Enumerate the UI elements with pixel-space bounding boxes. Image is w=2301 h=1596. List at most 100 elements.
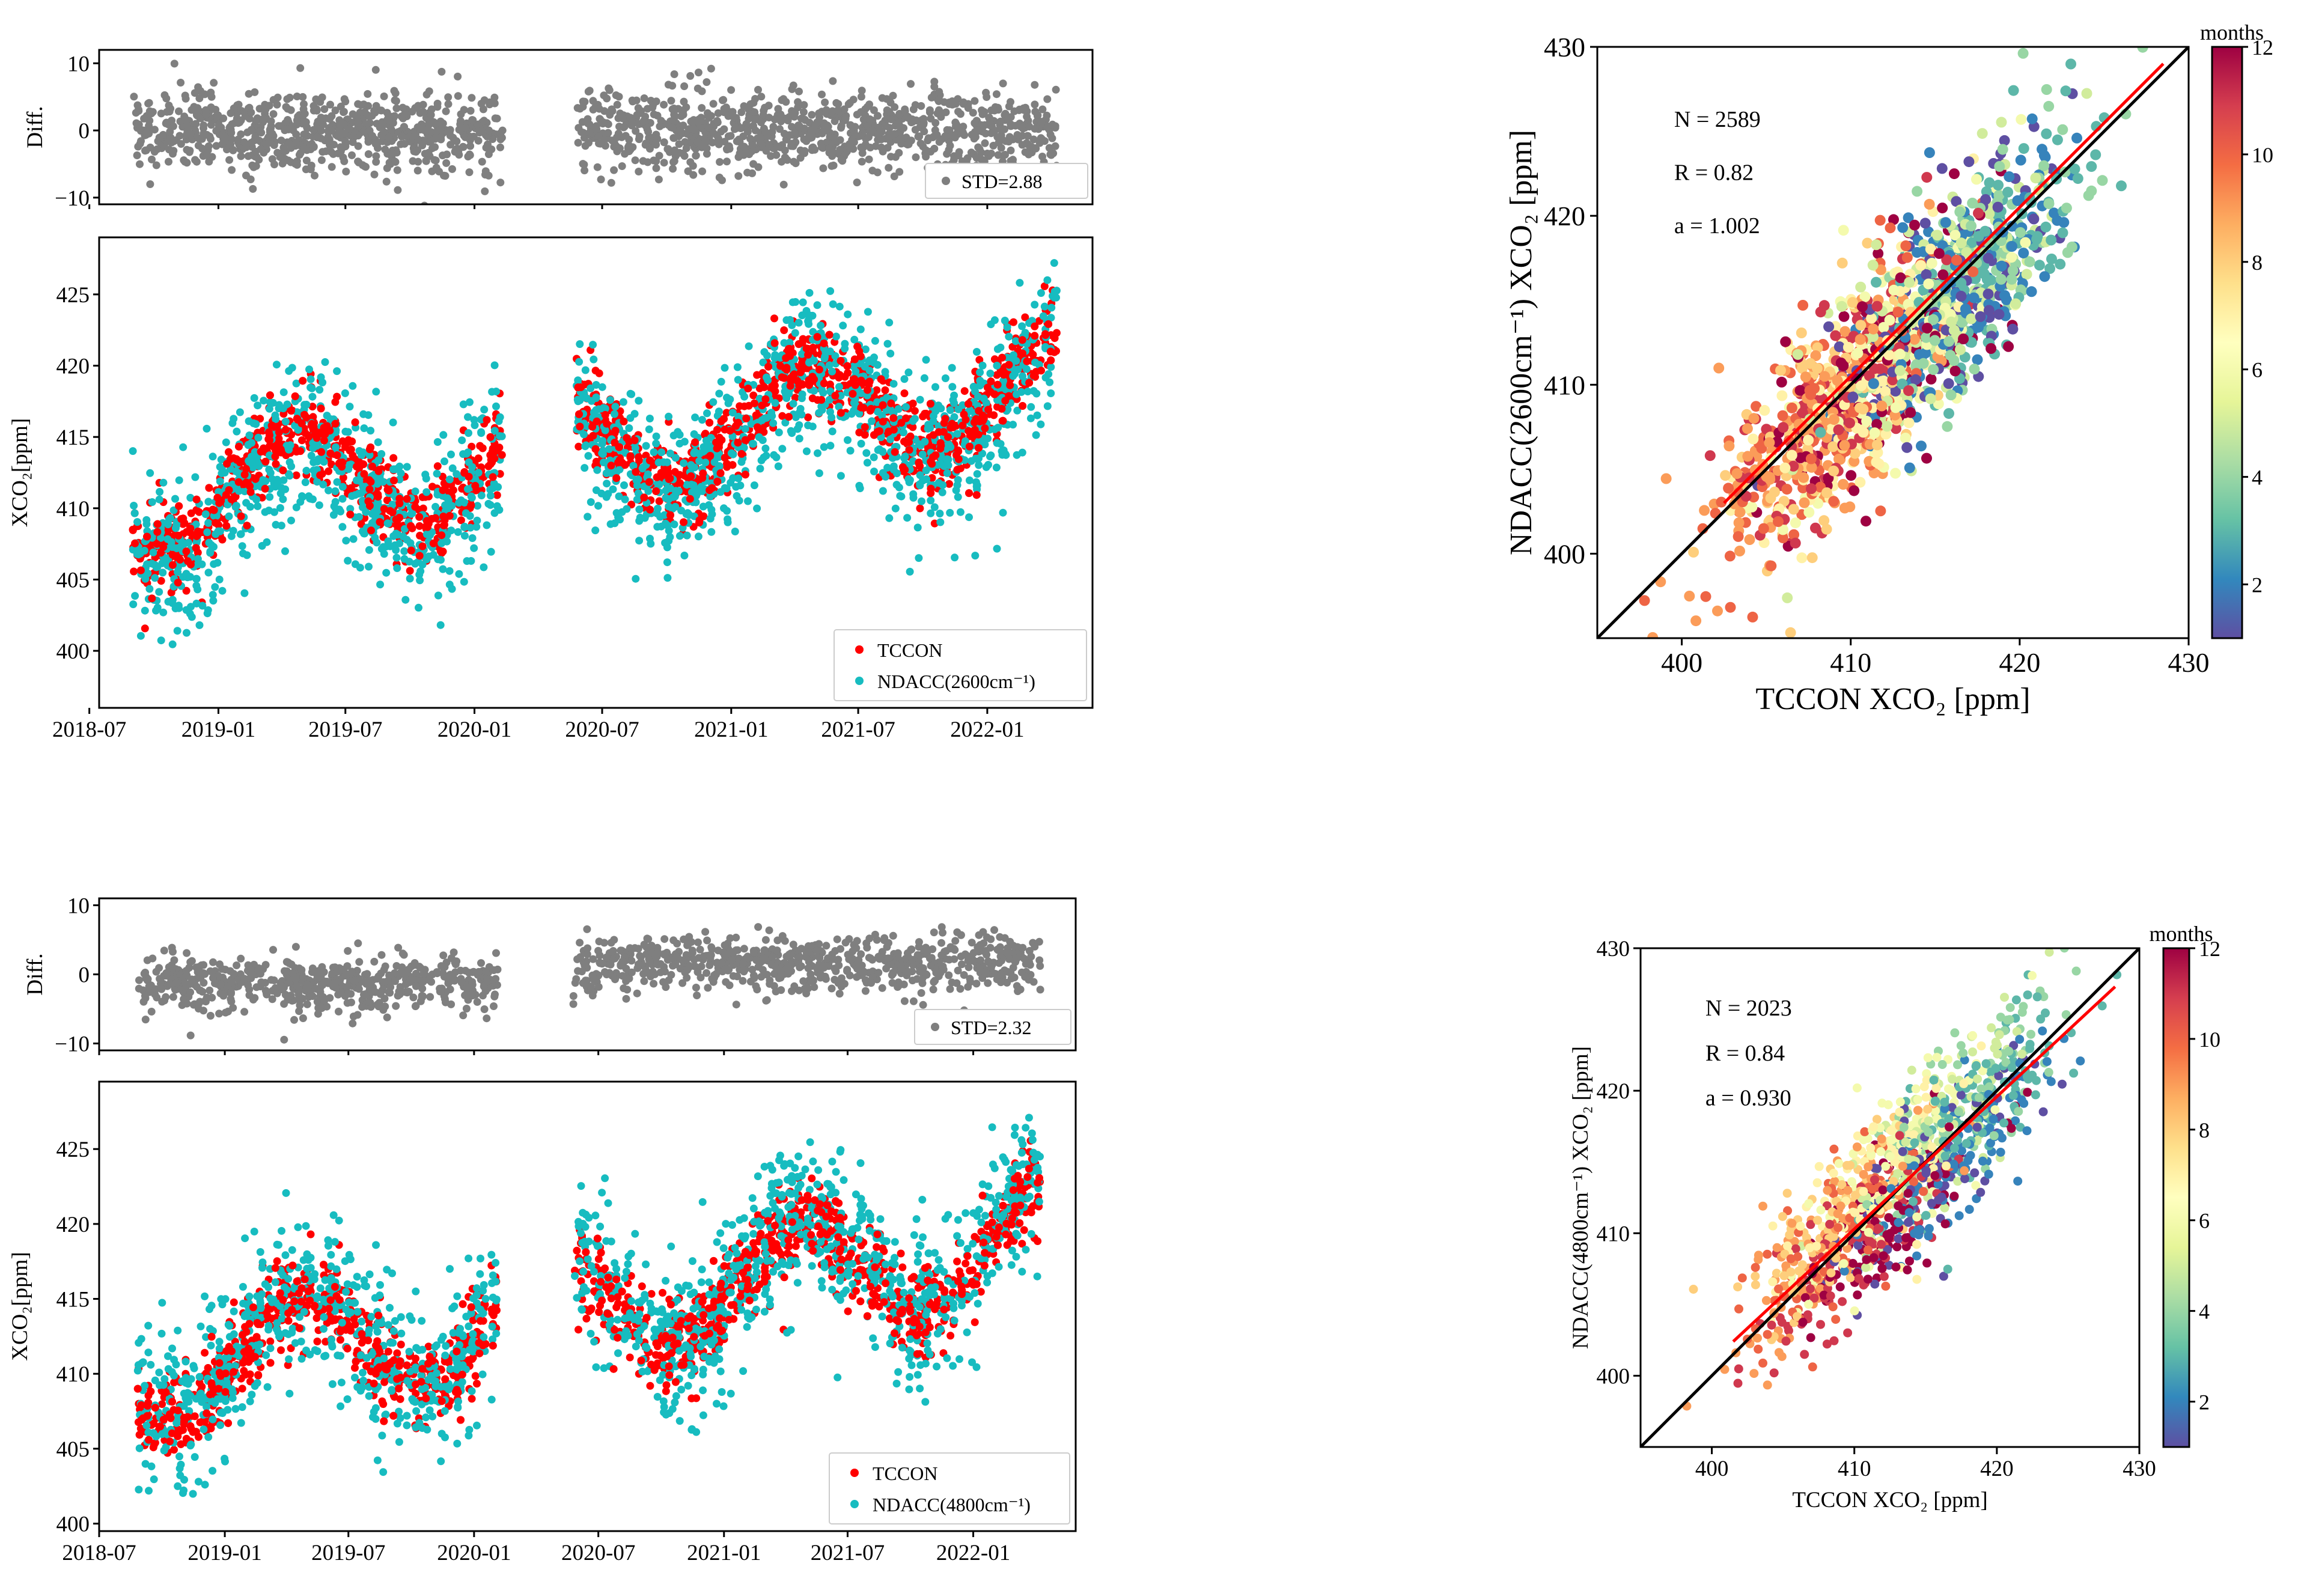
diff-point	[713, 118, 722, 127]
ndacc-point	[338, 483, 347, 491]
ndacc-point	[913, 523, 922, 532]
diff-point	[281, 124, 290, 133]
diff-point	[709, 129, 718, 137]
diff-point	[909, 105, 918, 114]
diff-point	[978, 110, 987, 118]
diff-ylabel: Diff.	[23, 106, 47, 148]
diff-point	[391, 112, 399, 120]
ndacc-point	[893, 469, 901, 478]
ndacc-point	[252, 495, 261, 504]
ndacc-point	[309, 444, 317, 452]
ndacc-point	[820, 443, 828, 451]
ndacc-point	[307, 451, 315, 460]
ndacc-point	[315, 501, 323, 510]
ndacc-point	[1009, 372, 1017, 380]
tccon-point	[328, 460, 335, 469]
tccon-point	[632, 468, 640, 476]
diff-point	[790, 157, 798, 166]
tccon-point	[415, 552, 424, 560]
ndacc-point	[490, 509, 499, 517]
diff-point	[801, 116, 809, 124]
diff-point	[145, 99, 153, 107]
diff-point	[481, 187, 489, 195]
tccon-point	[182, 586, 190, 595]
ndacc-point	[192, 520, 200, 529]
diff-point	[819, 164, 827, 172]
diff-point	[941, 132, 949, 140]
ndacc-point	[474, 502, 481, 510]
diff-point	[194, 141, 203, 150]
ndacc-point	[281, 547, 289, 555]
diff-point	[1013, 131, 1022, 139]
diff-point	[907, 80, 915, 88]
ndacc-point	[492, 402, 500, 410]
ndacc-point	[920, 374, 928, 382]
ndacc-point	[175, 604, 183, 612]
ndacc-point	[395, 462, 404, 471]
tccon-point	[752, 411, 760, 419]
diff-point	[445, 128, 454, 136]
diff-point	[669, 165, 677, 173]
ndacc-point	[781, 388, 789, 396]
diff-point	[412, 130, 419, 138]
diff-point	[481, 171, 489, 179]
ndacc-point	[157, 636, 165, 645]
ndacc-point	[999, 377, 1007, 385]
ndacc-point	[729, 474, 737, 483]
ndacc-point	[850, 399, 858, 407]
ndacc-point	[814, 449, 821, 457]
ndacc-point	[896, 492, 904, 500]
diff-point	[849, 96, 858, 104]
diff-point	[1047, 151, 1055, 159]
ndacc-point	[663, 574, 672, 582]
diff-point	[183, 159, 191, 167]
ndacc-point	[305, 365, 313, 374]
tccon-point	[468, 442, 476, 451]
diff-point	[971, 97, 979, 105]
diff-point	[990, 106, 999, 115]
ndacc-point	[477, 428, 486, 436]
ndacc-point	[924, 421, 933, 429]
ndacc-point	[490, 361, 499, 370]
diff-point	[772, 151, 781, 159]
ndacc-point	[954, 476, 962, 484]
ndacc-point	[1047, 363, 1055, 371]
ndacc-point	[248, 439, 256, 447]
tccon-point	[813, 333, 821, 341]
ndacc-point	[407, 510, 415, 518]
diff-point	[670, 105, 678, 112]
ndacc-point	[1039, 312, 1047, 320]
ndacc-point	[468, 534, 477, 542]
ndacc-point	[820, 355, 829, 363]
ndacc-point	[927, 496, 935, 505]
diff-point	[632, 127, 640, 135]
diff-point	[709, 138, 716, 147]
ndacc-point	[829, 300, 837, 308]
diff-point	[485, 126, 493, 135]
ndacc-point	[592, 381, 600, 389]
diff-point	[265, 102, 273, 110]
ndacc-point	[870, 468, 878, 476]
ndacc-point	[156, 488, 164, 496]
tccon-point	[493, 491, 501, 499]
diff-point	[829, 148, 837, 156]
diff-point	[392, 104, 401, 112]
diff-point	[666, 123, 675, 132]
ndacc-point	[690, 430, 698, 438]
ndacc-point	[976, 368, 984, 377]
ndacc-point	[710, 458, 719, 466]
diff-point	[679, 149, 687, 157]
ndacc-point	[708, 510, 716, 519]
diff-point	[785, 131, 794, 139]
ndacc-point	[584, 452, 593, 460]
diff-point	[493, 114, 501, 123]
diff-point	[895, 148, 903, 157]
ndacc-point	[605, 445, 614, 453]
ndacc-point	[1027, 403, 1035, 411]
diff-point	[699, 140, 707, 148]
diff-point	[982, 88, 990, 97]
ndacc-point	[825, 361, 834, 370]
diff-point	[922, 146, 930, 154]
ndacc-point	[837, 392, 845, 400]
ndacc-point	[281, 418, 290, 426]
